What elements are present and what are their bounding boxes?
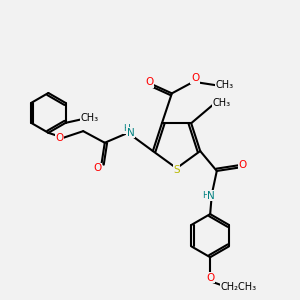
Text: N: N [207,191,215,201]
Text: CH₃: CH₃ [80,113,99,123]
Text: H: H [123,124,130,133]
Text: CH₂CH₃: CH₂CH₃ [220,282,256,292]
Text: S: S [173,165,180,175]
Text: CH₃: CH₃ [213,98,231,108]
Text: CH₃: CH₃ [215,80,233,90]
Text: O: O [55,133,63,143]
Text: N: N [127,128,134,138]
Text: H: H [202,191,209,200]
Text: O: O [93,163,102,173]
Text: O: O [238,160,247,170]
Text: O: O [191,74,199,83]
Text: O: O [146,77,154,87]
Text: O: O [206,273,214,283]
